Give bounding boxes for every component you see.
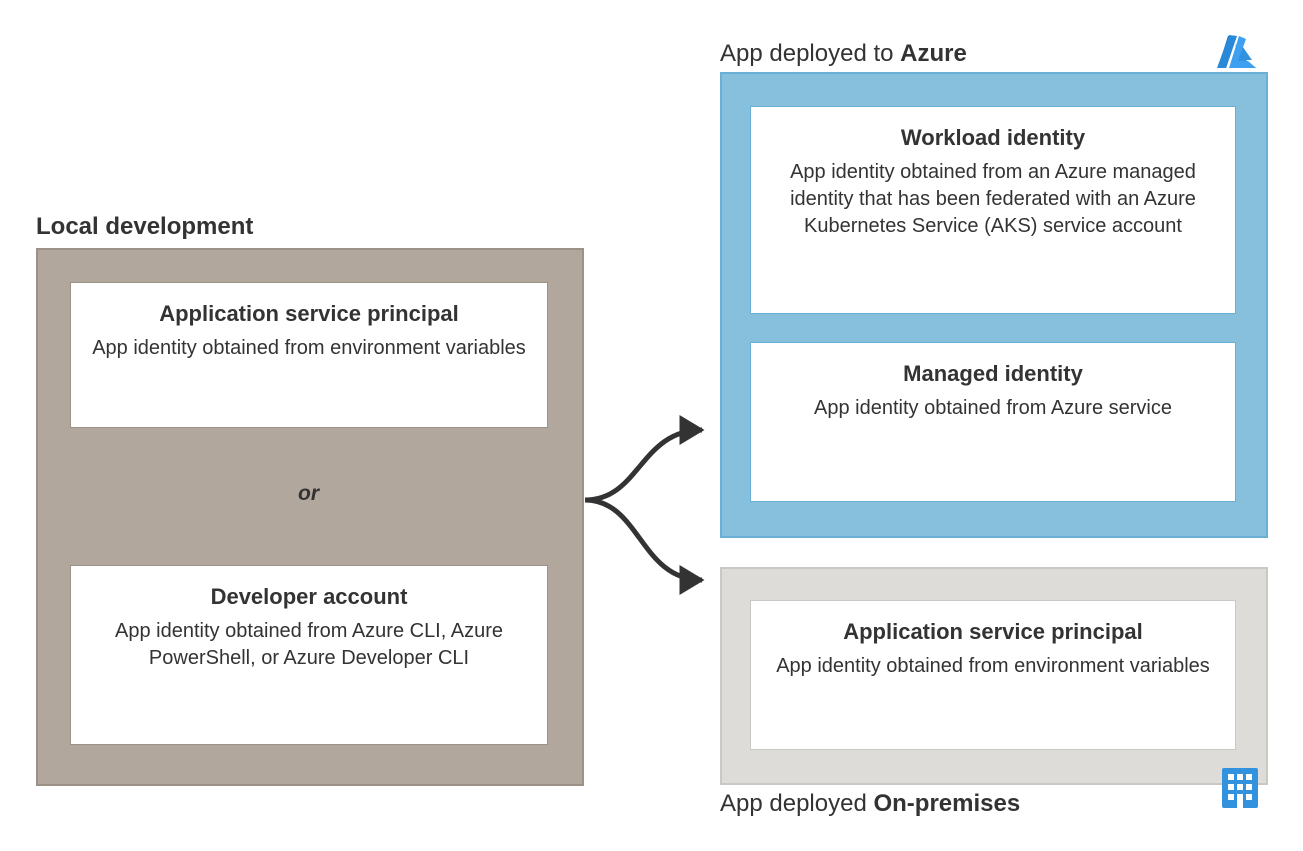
arrow-to-onprem — [585, 500, 702, 580]
azure-logo-icon — [1212, 30, 1260, 78]
arrow-to-azure — [585, 430, 702, 500]
building-icon — [1218, 766, 1262, 810]
flow-arrows — [0, 0, 1303, 851]
